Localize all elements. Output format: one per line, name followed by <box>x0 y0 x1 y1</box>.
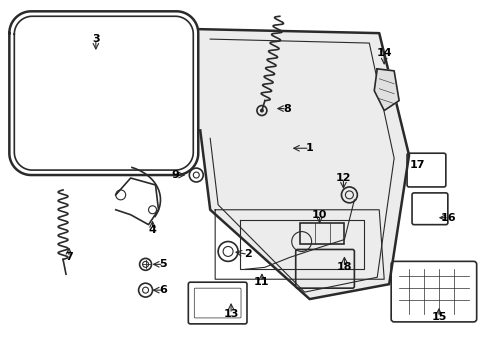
Polygon shape <box>373 69 398 111</box>
Text: 4: 4 <box>148 225 156 235</box>
Text: 8: 8 <box>282 104 290 113</box>
Text: 18: 18 <box>336 262 351 272</box>
Text: 16: 16 <box>440 213 456 223</box>
Text: 1: 1 <box>305 143 313 153</box>
Text: 10: 10 <box>311 210 326 220</box>
Text: 9: 9 <box>171 170 179 180</box>
Text: 15: 15 <box>430 312 446 322</box>
Text: 5: 5 <box>159 259 167 269</box>
Text: 3: 3 <box>92 34 100 44</box>
Text: 17: 17 <box>408 160 424 170</box>
Circle shape <box>260 109 264 113</box>
Text: 11: 11 <box>254 277 269 287</box>
Text: 13: 13 <box>223 309 238 319</box>
Text: 14: 14 <box>376 48 391 58</box>
Text: 2: 2 <box>244 249 251 260</box>
Text: 6: 6 <box>159 285 167 295</box>
Polygon shape <box>200 29 408 299</box>
Text: 12: 12 <box>335 173 350 183</box>
Text: 7: 7 <box>65 252 73 262</box>
